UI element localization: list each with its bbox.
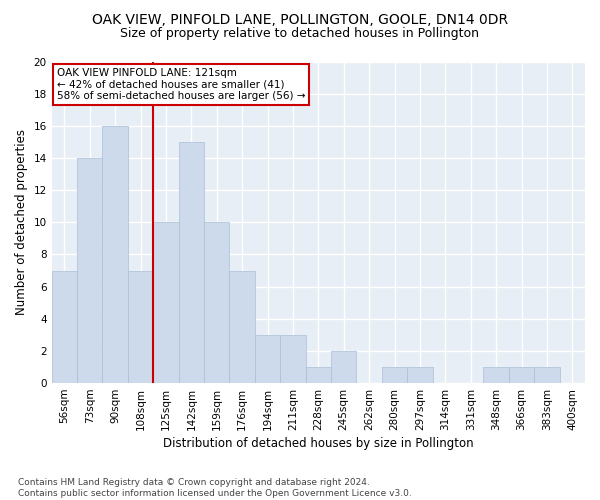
Bar: [407, 367, 433, 383]
Text: OAK VIEW PINFOLD LANE: 121sqm
← 42% of detached houses are smaller (41)
58% of s: OAK VIEW PINFOLD LANE: 121sqm ← 42% of d…: [57, 68, 305, 101]
Y-axis label: Number of detached properties: Number of detached properties: [15, 130, 28, 316]
Bar: [103, 126, 128, 383]
Bar: [77, 158, 103, 383]
X-axis label: Distribution of detached houses by size in Pollington: Distribution of detached houses by size …: [163, 437, 473, 450]
Text: Contains HM Land Registry data © Crown copyright and database right 2024.
Contai: Contains HM Land Registry data © Crown c…: [18, 478, 412, 498]
Bar: [280, 335, 305, 383]
Bar: [52, 270, 77, 383]
Bar: [229, 270, 255, 383]
Text: Size of property relative to detached houses in Pollington: Size of property relative to detached ho…: [121, 28, 479, 40]
Bar: [153, 222, 179, 383]
Bar: [128, 270, 153, 383]
Bar: [305, 367, 331, 383]
Bar: [484, 367, 509, 383]
Bar: [382, 367, 407, 383]
Bar: [204, 222, 229, 383]
Bar: [255, 335, 280, 383]
Bar: [509, 367, 534, 383]
Bar: [179, 142, 204, 383]
Bar: [534, 367, 560, 383]
Bar: [331, 351, 356, 383]
Text: OAK VIEW, PINFOLD LANE, POLLINGTON, GOOLE, DN14 0DR: OAK VIEW, PINFOLD LANE, POLLINGTON, GOOL…: [92, 12, 508, 26]
